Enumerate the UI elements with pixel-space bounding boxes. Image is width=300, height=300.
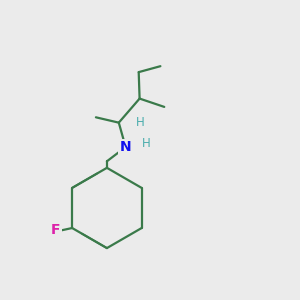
Text: H: H xyxy=(136,116,145,129)
Text: H: H xyxy=(142,137,151,150)
Text: F: F xyxy=(51,224,61,237)
Text: N: N xyxy=(120,140,131,154)
